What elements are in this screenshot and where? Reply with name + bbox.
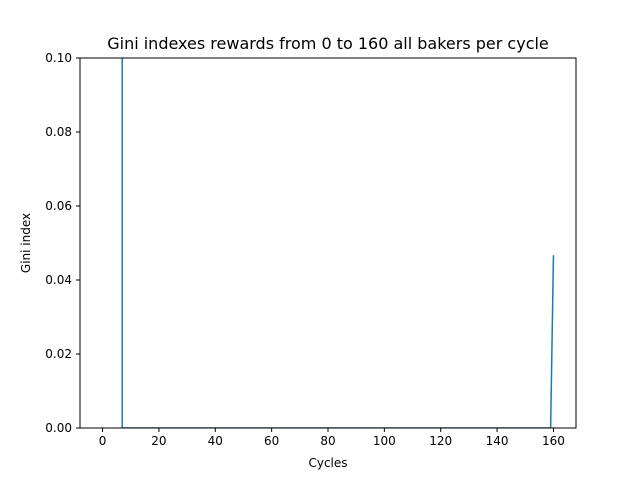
- y-tick-label: 0.04: [45, 273, 72, 287]
- y-tick-label: 0.02: [45, 347, 72, 361]
- chart-title: Gini indexes rewards from 0 to 160 all b…: [107, 34, 549, 53]
- x-axis-ticks: 0 20 40 60 80 100 120 140 160: [99, 428, 565, 448]
- x-tick-label: 160: [542, 434, 565, 448]
- x-tick-label: 60: [264, 434, 279, 448]
- series-layer: [121, 58, 555, 428]
- x-tick-label: 120: [429, 434, 452, 448]
- plot-frame: [79, 57, 577, 429]
- y-axis-ticks: 0.00 0.02 0.04 0.06 0.08 0.10: [45, 51, 80, 435]
- series-line: [121, 58, 555, 428]
- y-axis-label: Gini index: [19, 213, 33, 273]
- x-tick-label: 40: [208, 434, 223, 448]
- x-axis-label: Cycles: [308, 456, 347, 470]
- x-tick-label: 140: [486, 434, 509, 448]
- x-tick-label: 80: [320, 434, 335, 448]
- y-tick-label: 0.00: [45, 421, 72, 435]
- x-tick-label: 20: [151, 434, 166, 448]
- y-tick-label: 0.08: [45, 125, 72, 139]
- y-tick-label: 0.06: [45, 199, 72, 213]
- y-tick-label: 0.10: [45, 51, 72, 65]
- x-tick-label: 100: [373, 434, 396, 448]
- x-tick-label: 0: [99, 434, 107, 448]
